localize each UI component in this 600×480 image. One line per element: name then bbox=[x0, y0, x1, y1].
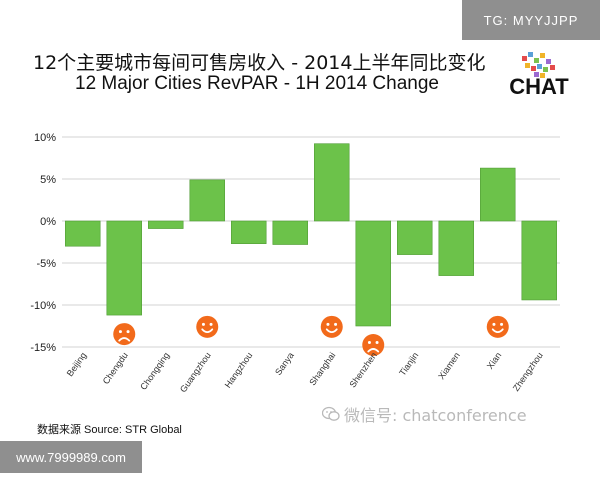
site-watermark: www.7999989.com bbox=[0, 441, 142, 473]
y-tick-label: -10% bbox=[30, 300, 56, 312]
y-tick-label: 5% bbox=[40, 174, 56, 186]
y-tick-label: 10% bbox=[34, 132, 56, 144]
y-axis-ticks: 10% 5% 0% -5% -10% -15% bbox=[30, 132, 56, 354]
bar-sanya bbox=[272, 220, 308, 245]
x-tick-label: Beijing bbox=[65, 350, 89, 378]
x-axis-ticks: Beijing Chengdu Chongqing Guangzhou Hangzhou… bbox=[65, 350, 545, 394]
x-tick-label: Tianjin bbox=[397, 350, 420, 377]
x-tick-label: Sanya bbox=[273, 350, 296, 377]
y-tick-label: 0% bbox=[40, 216, 56, 228]
tg-watermark: TG: MYYJJPP bbox=[462, 0, 600, 40]
x-tick-label: Zhengzhou bbox=[511, 350, 545, 393]
logo-mosaic-icon bbox=[522, 52, 555, 78]
bar-shenzhen bbox=[355, 220, 391, 327]
happy-face-icon bbox=[320, 315, 343, 338]
bar-xian bbox=[480, 167, 516, 222]
bar-tianjin bbox=[397, 220, 433, 255]
logo-text: CHAT bbox=[509, 74, 569, 99]
x-tick-label: Hangzhou bbox=[223, 350, 255, 389]
wechat-icon bbox=[322, 406, 340, 421]
chart-title: 12个主要城市每间可售房收入 - 2014上半年同比变化 bbox=[33, 52, 486, 74]
bar-chongqing bbox=[148, 220, 184, 229]
wechat-watermark: 微信号: chatconference bbox=[322, 402, 527, 426]
grid-lines bbox=[62, 136, 560, 348]
bar-beijing bbox=[65, 220, 101, 247]
bar-xiamen bbox=[438, 220, 474, 276]
x-tick-label: Chengdu bbox=[101, 350, 130, 386]
bar-chengdu bbox=[106, 220, 142, 316]
happy-face-icon bbox=[486, 315, 509, 338]
bar-guangzhou bbox=[189, 179, 225, 222]
bars bbox=[65, 143, 557, 327]
x-tick-label: Chongqing bbox=[138, 350, 171, 391]
x-tick-label: Guangzhou bbox=[178, 350, 213, 394]
y-tick-label: -15% bbox=[30, 342, 56, 354]
sad-face-icon bbox=[362, 334, 385, 356]
x-tick-label: Xiamen bbox=[436, 350, 462, 381]
x-tick-label: Shanghai bbox=[307, 350, 337, 387]
x-tick-label: Xian bbox=[485, 350, 504, 370]
annotation-faces bbox=[113, 315, 509, 356]
bar-zhengzhou bbox=[521, 220, 557, 301]
sad-face-icon bbox=[113, 323, 136, 346]
y-tick-label: -5% bbox=[36, 258, 56, 270]
happy-face-icon bbox=[196, 315, 219, 338]
chart-subtitle: 12 Major Cities RevPAR - 1H 2014 Change bbox=[75, 73, 439, 94]
x-tick-label: Shenzhen bbox=[347, 350, 378, 389]
wechat-text: 微信号: chatconference bbox=[344, 406, 527, 425]
source-note: 数据来源 Source: STR Global bbox=[37, 424, 182, 436]
bar-shanghai bbox=[314, 143, 350, 222]
chat-logo: CHAT bbox=[500, 50, 578, 100]
bar-hangzhou bbox=[231, 220, 267, 244]
